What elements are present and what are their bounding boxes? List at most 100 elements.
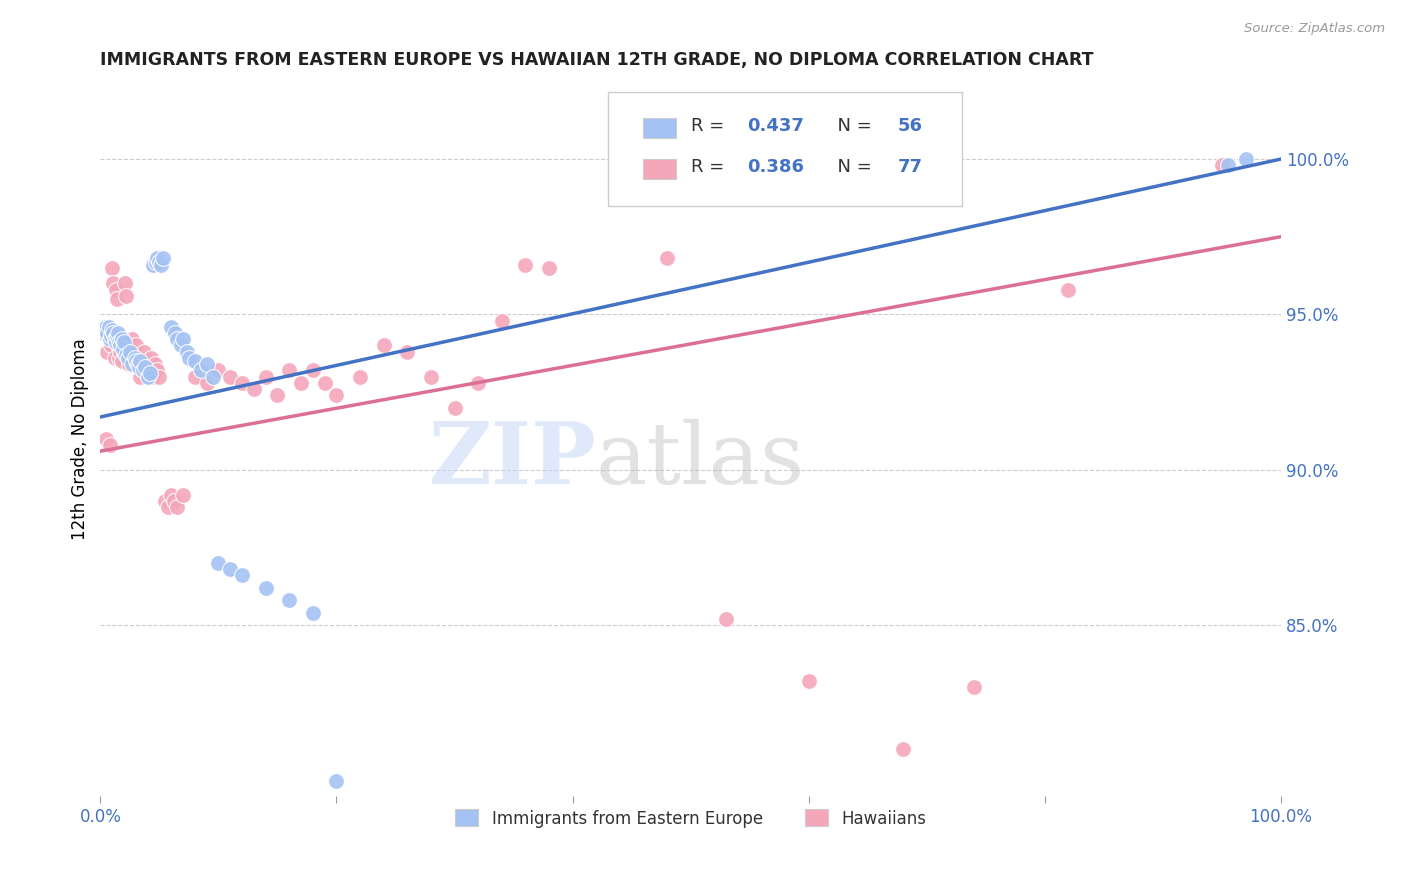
Point — [148, 369, 170, 384]
FancyBboxPatch shape — [607, 92, 962, 206]
Point — [139, 367, 162, 381]
Point — [207, 556, 229, 570]
Point — [117, 351, 139, 365]
Point — [314, 376, 336, 390]
Point — [149, 258, 172, 272]
Point — [107, 338, 129, 352]
Point — [177, 351, 200, 365]
Point — [124, 351, 146, 365]
Point — [349, 369, 371, 384]
Point — [201, 369, 224, 384]
Point — [207, 363, 229, 377]
Point — [146, 252, 169, 266]
Point — [117, 351, 139, 365]
Text: 56: 56 — [897, 117, 922, 135]
Point — [134, 357, 156, 371]
Text: atlas: atlas — [596, 418, 806, 501]
Text: IMMIGRANTS FROM EASTERN EUROPE VS HAWAIIAN 12TH GRADE, NO DIPLOMA CORRELATION CH: IMMIGRANTS FROM EASTERN EUROPE VS HAWAII… — [100, 51, 1094, 69]
Text: 77: 77 — [897, 158, 922, 176]
Point — [121, 357, 143, 371]
Point — [128, 360, 150, 375]
Point — [243, 382, 266, 396]
Point — [325, 388, 347, 402]
Point — [143, 357, 166, 371]
Point — [467, 376, 489, 390]
Point — [120, 351, 142, 365]
Point — [110, 354, 132, 368]
FancyBboxPatch shape — [644, 160, 676, 179]
Point — [219, 369, 242, 384]
Text: R =: R = — [690, 158, 730, 176]
Point — [132, 344, 155, 359]
Text: 0.386: 0.386 — [748, 158, 804, 176]
Point — [139, 363, 162, 377]
Point — [127, 357, 149, 371]
Point — [163, 326, 186, 340]
Text: N =: N = — [827, 117, 877, 135]
Point — [152, 252, 174, 266]
Point — [124, 351, 146, 365]
FancyBboxPatch shape — [644, 118, 676, 137]
Point — [172, 332, 194, 346]
Point — [115, 289, 138, 303]
Point — [108, 335, 131, 350]
Point — [325, 773, 347, 788]
Point — [184, 354, 207, 368]
Point — [266, 388, 288, 402]
Point — [714, 612, 737, 626]
Point — [104, 335, 127, 350]
Point — [121, 332, 143, 346]
Point — [110, 344, 132, 359]
Point — [132, 363, 155, 377]
Point — [111, 342, 134, 356]
Point — [96, 432, 118, 446]
Point — [491, 313, 513, 327]
Point — [176, 344, 198, 359]
Point — [139, 351, 162, 365]
Point — [101, 323, 124, 337]
Point — [98, 332, 121, 346]
Point — [184, 369, 207, 384]
Point — [254, 369, 277, 384]
Point — [104, 283, 127, 297]
Point — [129, 354, 152, 368]
Point — [132, 363, 155, 377]
Point — [118, 344, 141, 359]
Point — [302, 363, 325, 377]
Point — [112, 344, 135, 359]
Text: Source: ZipAtlas.com: Source: ZipAtlas.com — [1244, 22, 1385, 36]
Point — [396, 344, 419, 359]
Point — [160, 488, 183, 502]
Text: 0.437: 0.437 — [748, 117, 804, 135]
Point — [93, 326, 115, 340]
Point — [118, 357, 141, 371]
Point — [128, 351, 150, 365]
Point — [131, 357, 153, 371]
Point — [1057, 283, 1080, 297]
Point — [142, 258, 165, 272]
Point — [134, 360, 156, 375]
Point — [278, 593, 301, 607]
Point — [125, 357, 148, 371]
Point — [891, 742, 914, 756]
Point — [125, 338, 148, 352]
Text: N =: N = — [827, 158, 877, 176]
Point — [373, 338, 395, 352]
Point — [156, 500, 179, 514]
Point — [103, 351, 125, 365]
Point — [103, 326, 125, 340]
Point — [963, 681, 986, 695]
Point — [302, 606, 325, 620]
Point — [1216, 158, 1239, 172]
Point — [129, 369, 152, 384]
Point — [1211, 158, 1233, 172]
Point — [136, 369, 159, 384]
Point — [96, 326, 118, 340]
Point — [1234, 152, 1257, 166]
Point — [96, 319, 118, 334]
Point — [101, 260, 124, 275]
Point — [146, 363, 169, 377]
Point — [655, 252, 678, 266]
Point — [107, 326, 129, 340]
Point — [219, 562, 242, 576]
